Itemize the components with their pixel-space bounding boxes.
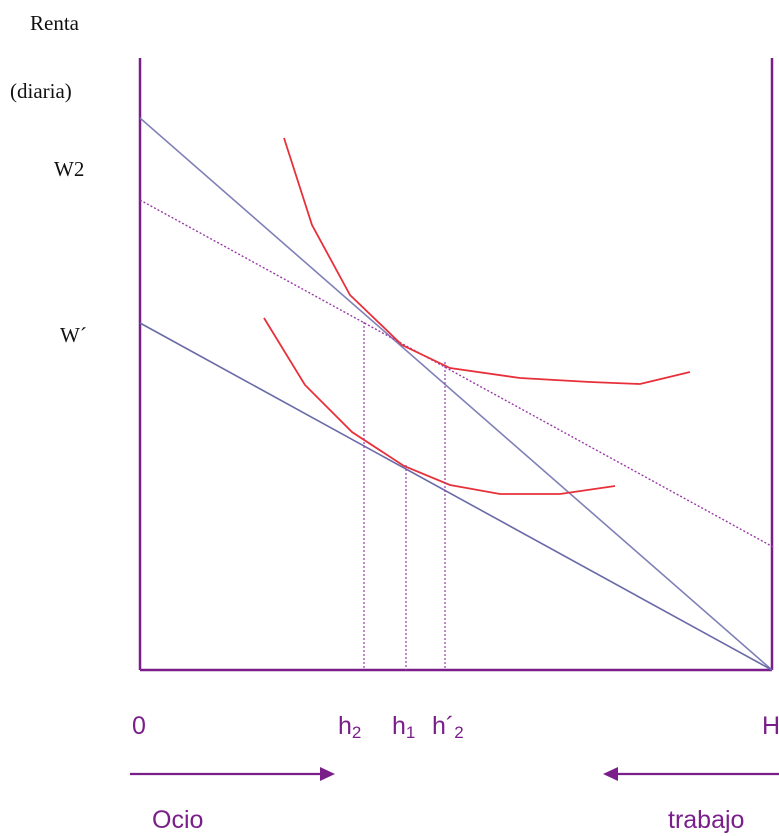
- trabajo-arrow-head: [603, 767, 618, 781]
- h1-label: h1: [392, 712, 415, 742]
- h2-prime-label: h´2: [432, 712, 464, 742]
- origin-label: 0: [132, 712, 146, 740]
- indifference-curve-lower: [263, 317, 616, 495]
- h2-prime-label-main: h´: [432, 712, 454, 740]
- h2-label-sub: 2: [352, 723, 361, 742]
- indifference-curve-upper: [283, 137, 691, 385]
- h-end-label: H: [762, 712, 779, 740]
- trabajo-label: trabajo: [668, 806, 744, 834]
- budget-line-wprime: [139, 322, 773, 671]
- h2-prime-label-sub: 2: [454, 723, 463, 742]
- h2-label: h2: [338, 712, 361, 742]
- budget-line-w2: [139, 117, 773, 671]
- h2-label-main: h: [338, 712, 352, 740]
- ocio-arrow-head: [320, 767, 335, 781]
- h1-label-main: h: [392, 712, 406, 740]
- y-axis-label-line1: Renta: [30, 11, 80, 35]
- ocio-label: Ocio: [152, 806, 203, 834]
- w2-label: W2: [54, 157, 84, 181]
- h1-label-sub: 1: [406, 723, 415, 742]
- w-prime-label: W´: [60, 323, 87, 347]
- y-axis-label-line2: (diaria): [10, 79, 72, 103]
- budget-line-dotted: [139, 199, 776, 549]
